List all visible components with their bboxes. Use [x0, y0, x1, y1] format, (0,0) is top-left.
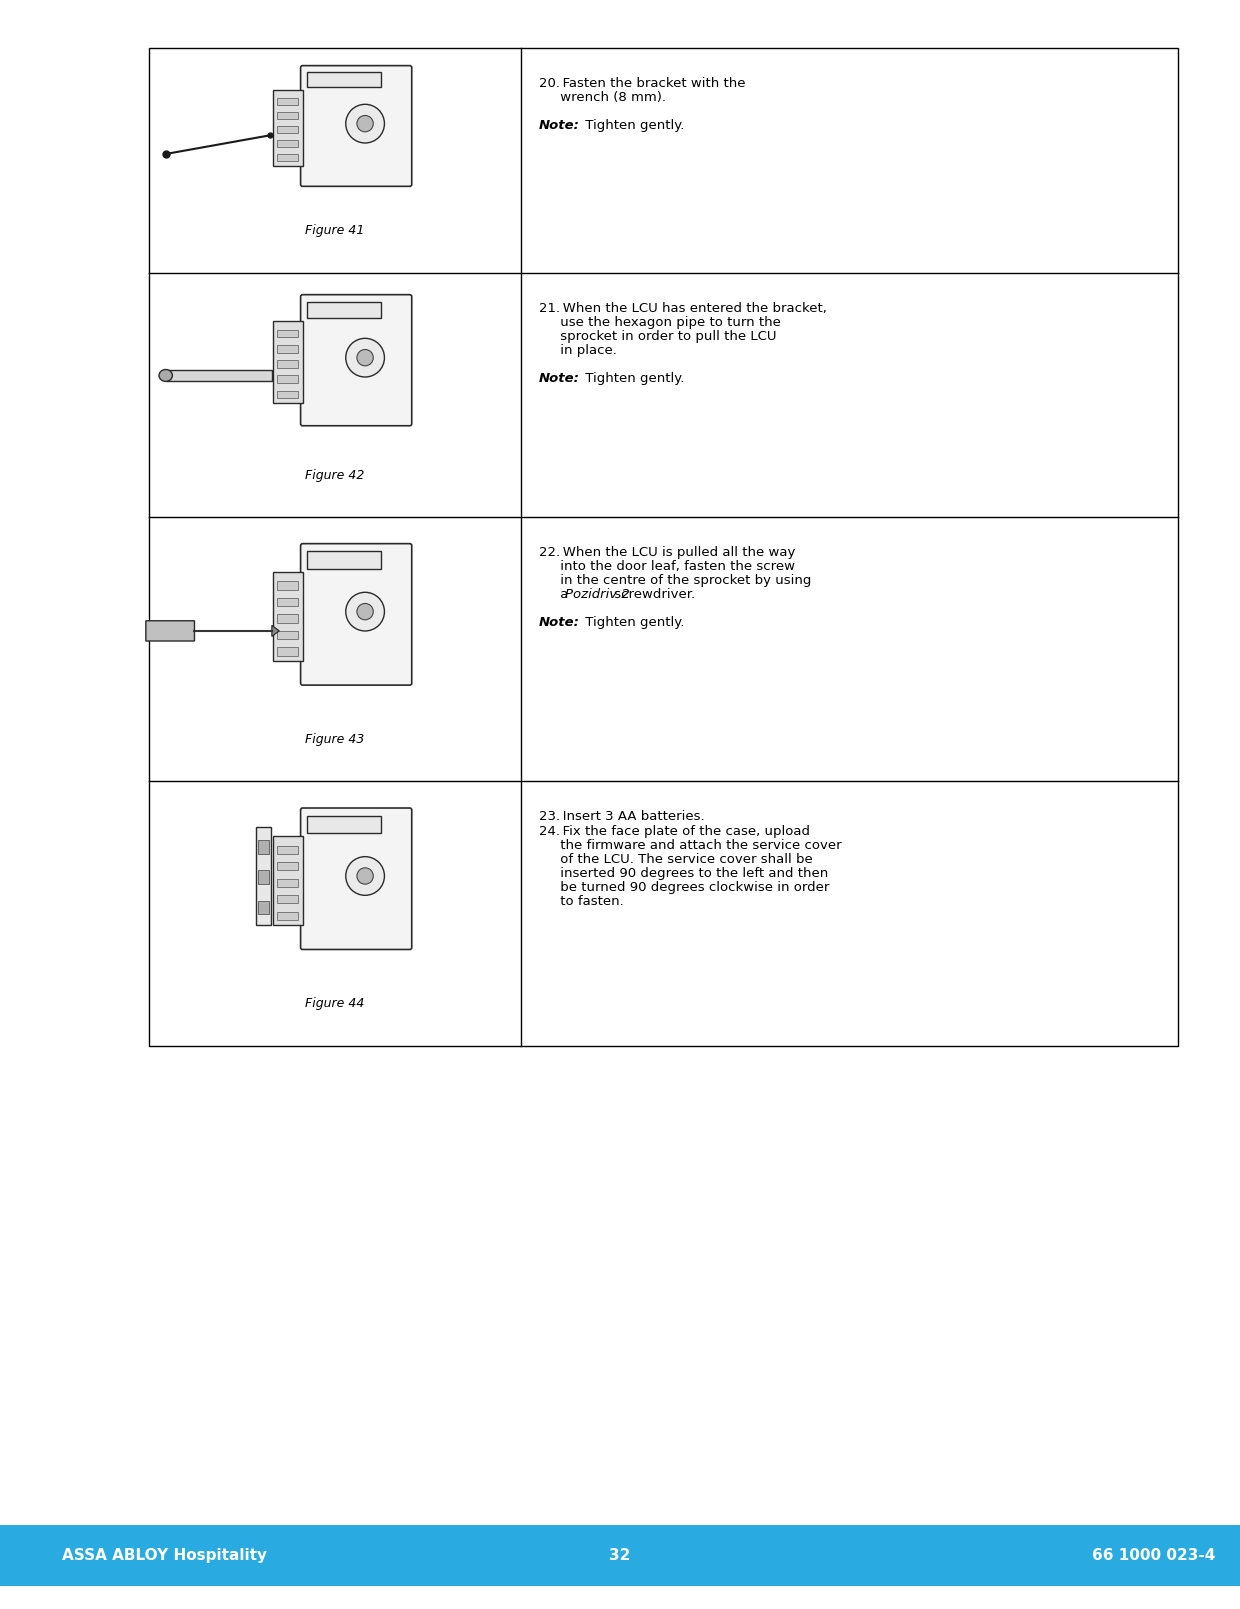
- Text: 24. Fix the face plate of the case, upload: 24. Fix the face plate of the case, uplo…: [539, 824, 810, 838]
- Text: ASSA ABLOY Hospitality: ASSA ABLOY Hospitality: [62, 1548, 267, 1564]
- Circle shape: [357, 116, 373, 132]
- Bar: [278, 862, 298, 870]
- Bar: [308, 302, 382, 319]
- Bar: [278, 140, 298, 146]
- Bar: [273, 90, 303, 166]
- Circle shape: [357, 349, 373, 365]
- Ellipse shape: [159, 370, 172, 381]
- Bar: [278, 581, 298, 589]
- FancyBboxPatch shape: [300, 66, 412, 187]
- Circle shape: [346, 105, 384, 143]
- Bar: [278, 154, 298, 161]
- Bar: [278, 631, 298, 639]
- Text: 32: 32: [609, 1548, 631, 1564]
- Text: screwdriver.: screwdriver.: [610, 589, 696, 602]
- Bar: [278, 391, 298, 399]
- Text: in the centre of the sprocket by using: in the centre of the sprocket by using: [539, 574, 811, 587]
- Text: Note:: Note:: [539, 616, 579, 629]
- Text: to fasten.: to fasten.: [539, 895, 624, 907]
- Bar: [149, 48, 1178, 1046]
- Bar: [278, 344, 298, 352]
- FancyBboxPatch shape: [300, 808, 412, 949]
- Text: 23. Insert 3 AA batteries.: 23. Insert 3 AA batteries.: [539, 811, 704, 824]
- Bar: [278, 599, 298, 607]
- Text: of the LCU. The service cover shall be: of the LCU. The service cover shall be: [539, 853, 812, 866]
- Circle shape: [357, 867, 373, 885]
- Bar: [308, 816, 382, 833]
- Bar: [273, 320, 303, 404]
- Text: inserted 90 degrees to the left and then: inserted 90 degrees to the left and then: [539, 867, 828, 880]
- Bar: [258, 840, 269, 854]
- Text: 66 1000 023-4: 66 1000 023-4: [1092, 1548, 1215, 1564]
- Bar: [278, 126, 298, 134]
- Bar: [0, 1525, 1240, 1586]
- Text: 21. When the LCU has entered the bracket,: 21. When the LCU has entered the bracket…: [539, 302, 827, 315]
- Bar: [278, 375, 298, 383]
- Bar: [278, 879, 298, 887]
- Text: Figure 41: Figure 41: [305, 224, 365, 238]
- Bar: [273, 837, 303, 925]
- Circle shape: [346, 592, 384, 631]
- Text: use the hexagon pipe to turn the: use the hexagon pipe to turn the: [539, 315, 781, 328]
- Bar: [278, 647, 298, 655]
- Text: sprocket in order to pull the LCU: sprocket in order to pull the LCU: [539, 330, 776, 343]
- Text: be turned 90 degrees clockwise in order: be turned 90 degrees clockwise in order: [539, 880, 830, 893]
- Text: Tighten gently.: Tighten gently.: [580, 372, 684, 385]
- Text: wrench (8 mm).: wrench (8 mm).: [539, 92, 666, 105]
- Text: 20. Fasten the bracket with the: 20. Fasten the bracket with the: [539, 77, 745, 90]
- Text: Figure 44: Figure 44: [305, 998, 365, 1010]
- Text: Pozidriv 2: Pozidriv 2: [565, 589, 630, 602]
- Text: Figure 43: Figure 43: [305, 734, 365, 747]
- Bar: [278, 113, 298, 119]
- Circle shape: [357, 603, 373, 619]
- FancyBboxPatch shape: [300, 294, 412, 426]
- Bar: [258, 870, 269, 885]
- Text: Tighten gently.: Tighten gently.: [580, 119, 684, 132]
- Bar: [258, 901, 269, 914]
- Bar: [278, 98, 298, 105]
- Bar: [166, 370, 272, 381]
- Text: into the door leaf, fasten the screw: into the door leaf, fasten the screw: [539, 560, 795, 573]
- Text: Note:: Note:: [539, 119, 579, 132]
- Bar: [278, 912, 298, 920]
- Polygon shape: [272, 626, 279, 637]
- Circle shape: [346, 338, 384, 377]
- Bar: [308, 552, 382, 570]
- Bar: [308, 72, 382, 87]
- Bar: [278, 360, 298, 368]
- Text: the firmware and attach the service cover: the firmware and attach the service cove…: [539, 838, 842, 851]
- Text: 22. When the LCU is pulled all the way: 22. When the LCU is pulled all the way: [539, 545, 795, 558]
- Text: Note:: Note:: [539, 372, 579, 385]
- Bar: [255, 827, 270, 925]
- Text: a: a: [539, 589, 573, 602]
- Bar: [278, 330, 298, 338]
- Bar: [278, 615, 298, 623]
- Circle shape: [346, 856, 384, 895]
- FancyBboxPatch shape: [146, 621, 195, 640]
- Text: in place.: in place.: [539, 344, 616, 357]
- Text: Tighten gently.: Tighten gently.: [580, 616, 684, 629]
- FancyBboxPatch shape: [300, 544, 412, 685]
- Bar: [278, 846, 298, 854]
- Text: Figure 42: Figure 42: [305, 468, 365, 481]
- Bar: [273, 571, 303, 661]
- Bar: [278, 895, 298, 904]
